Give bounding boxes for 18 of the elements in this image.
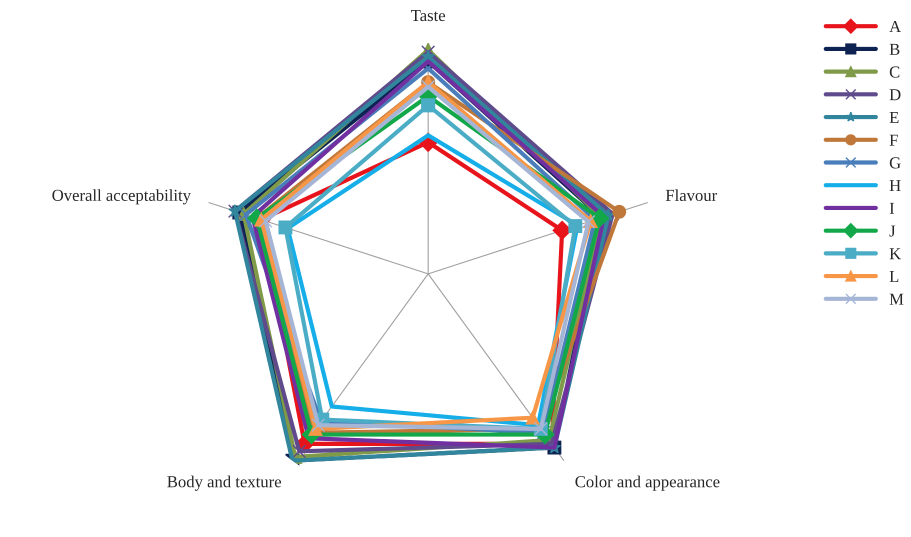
spoke-label: Overall acceptability: [52, 189, 191, 204]
spoke-label: Flavour: [666, 189, 718, 201]
legend-label: M: [890, 294, 904, 305]
legend-label: E: [890, 112, 898, 123]
legend-label: H: [890, 180, 901, 192]
legend-label: K: [890, 248, 901, 260]
legend-label: L: [890, 271, 898, 282]
legend-label: A: [889, 21, 902, 32]
legend-label: F: [890, 134, 898, 146]
legend-label: J: [889, 226, 896, 237]
spoke-label: Body and texture: [167, 476, 282, 491]
legend-label: D: [890, 89, 900, 100]
legend-label: G: [890, 157, 901, 168]
spoke-label: Taste: [411, 10, 446, 22]
legend-label: C: [890, 66, 900, 78]
legend-label: I: [890, 202, 894, 214]
spoke-label: Color and appearance: [575, 476, 720, 491]
legend-label: B: [890, 44, 900, 55]
